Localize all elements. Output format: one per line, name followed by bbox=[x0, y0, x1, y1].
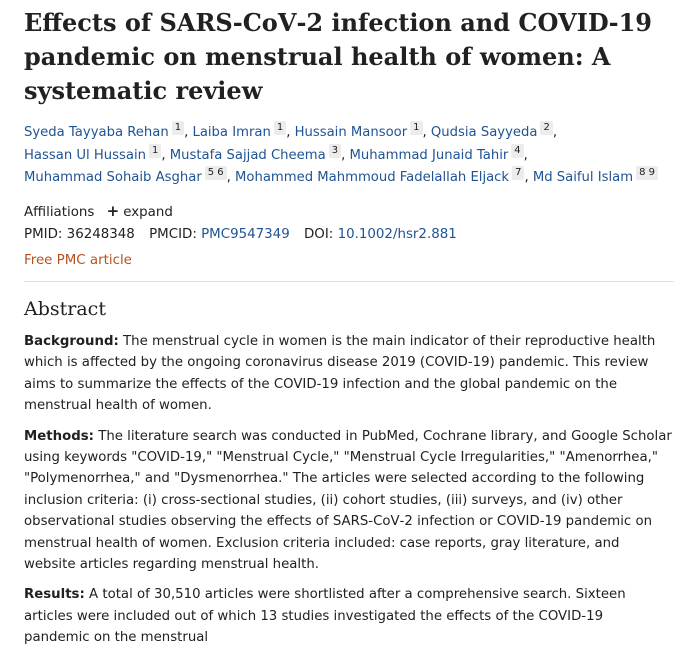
affiliation-ref[interactable]: 5 6 bbox=[204, 166, 227, 180]
section-divider bbox=[24, 281, 674, 282]
expand-affiliations-button[interactable]: + expand bbox=[106, 202, 173, 220]
affiliation-ref[interactable]: 4 bbox=[511, 143, 524, 158]
identifiers-row: PMID: 36248348 PMCID: PMC9547349 DOI: 10… bbox=[24, 223, 467, 247]
article-title: Effects of SARS‐CoV‐2 infection and COVI… bbox=[24, 8, 652, 105]
abstract-methods: Methods: The literature search was condu… bbox=[24, 426, 672, 576]
article-meta: Affiliations + expand PMID: 36248348 PMCI… bbox=[24, 199, 467, 273]
doi-link[interactable]: 10.1002/hsr2.881 bbox=[337, 227, 457, 242]
affiliation-ref[interactable]: 7 bbox=[512, 166, 525, 180]
pmcid-link[interactable]: PMC9547349 bbox=[201, 227, 290, 242]
affiliation-ref[interactable]: 1 bbox=[273, 121, 287, 135]
affiliations-row: Affiliations + expand bbox=[24, 199, 467, 223]
author-link[interactable]: Md Saiful Islam bbox=[532, 170, 634, 185]
section-label: Results: bbox=[24, 587, 85, 603]
author-link[interactable]: Muhammad Junaid Tahir bbox=[349, 147, 509, 163]
section-text: A total of 30,510 articles were shortlis… bbox=[24, 587, 626, 646]
author-link[interactable]: Laiba Imran bbox=[192, 125, 271, 140]
author-link[interactable]: Syeda Tayyaba Rehan bbox=[24, 125, 169, 140]
author-link[interactable]: Hassan Ul Hussain bbox=[24, 147, 146, 163]
abstract-results: Results: A total of 30,510 articles were… bbox=[24, 584, 672, 648]
abstract-background: Background: The menstrual cycle in women… bbox=[24, 331, 672, 417]
section-text: The menstrual cycle in women is the main… bbox=[24, 334, 656, 414]
pmcid-label: PMCID: bbox=[149, 227, 197, 242]
author-link[interactable]: Mustafa Sajjad Cheema bbox=[169, 147, 326, 163]
affiliations-label: Affiliations bbox=[24, 205, 95, 220]
pmid-value: 36248348 bbox=[66, 227, 135, 242]
doi-label: DOI: bbox=[304, 227, 334, 242]
affiliation-ref[interactable]: 1 bbox=[410, 121, 423, 135]
section-label: Background: bbox=[24, 334, 119, 349]
abstract-heading: Abstract bbox=[24, 298, 106, 320]
pmid-label: PMID: bbox=[24, 227, 63, 242]
affiliation-ref[interactable]: 3 bbox=[328, 143, 342, 158]
author-link[interactable]: Qudsia Sayyeda bbox=[430, 125, 538, 140]
affiliation-ref[interactable]: 2 bbox=[540, 121, 553, 135]
author-link[interactable]: Hussain Mansoor bbox=[294, 125, 408, 140]
author-link[interactable]: Mohammed Mahmmoud Fadelallah Eljack bbox=[235, 170, 510, 185]
section-text: The literature search was conducted in P… bbox=[24, 428, 672, 573]
free-pmc-article-link[interactable]: Free PMC article bbox=[24, 253, 132, 268]
author-link[interactable]: Muhammad Sohaib Asghar bbox=[24, 170, 202, 185]
expand-label: expand bbox=[123, 205, 173, 220]
abstract-body: Background: The menstrual cycle in women… bbox=[24, 331, 672, 658]
affiliation-ref[interactable]: 1 bbox=[149, 143, 162, 158]
plus-icon: + bbox=[106, 202, 120, 220]
affiliation-ref[interactable]: 1 bbox=[171, 121, 185, 135]
section-label: Methods: bbox=[24, 428, 94, 444]
affiliation-ref[interactable]: 8 9 bbox=[636, 166, 659, 180]
author-list: Syeda Tayyaba Rehan 1, Laiba Imran 1, Huss… bbox=[24, 121, 669, 190]
